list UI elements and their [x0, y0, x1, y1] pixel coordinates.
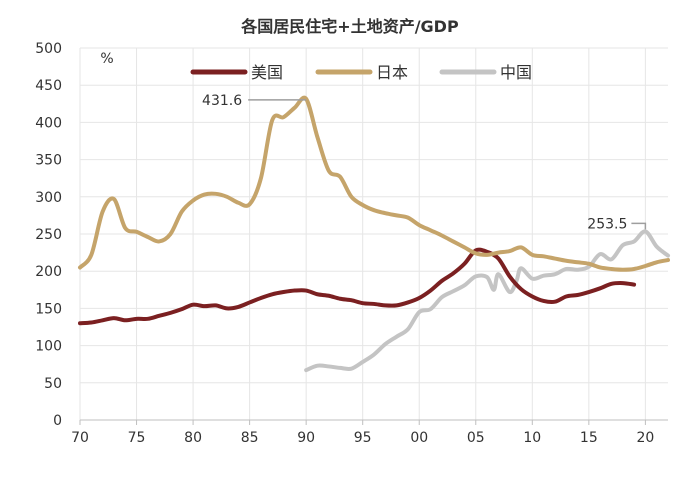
y-tick-label: 150 — [35, 301, 62, 317]
legend-label: 中国 — [500, 63, 532, 82]
x-tick-label: 00 — [410, 430, 428, 446]
series-line-1 — [78, 95, 670, 272]
x-tick-label: 80 — [184, 430, 202, 446]
series-lines — [78, 95, 670, 373]
legend-label: 日本 — [376, 63, 408, 82]
x-tick-label: 10 — [523, 430, 541, 446]
y-tick-label: 350 — [35, 153, 62, 169]
unit-label: % — [100, 51, 113, 67]
y-tick-label: 300 — [35, 190, 62, 206]
annotation-label: 431.6 — [202, 93, 242, 109]
legend-label: 美国 — [251, 63, 283, 82]
x-tick-label: 85 — [241, 430, 259, 446]
x-tick-label: 95 — [354, 430, 372, 446]
y-tick-label: 100 — [35, 339, 62, 355]
annotations: 431.6 253.5 — [202, 93, 647, 232]
grid-lines — [79, 47, 668, 420]
y-tick-label: 500 — [35, 41, 62, 57]
x-tick-label: 20 — [636, 430, 654, 446]
x-tick-label: 90 — [297, 430, 315, 446]
annotation-label: 253.5 — [587, 216, 627, 232]
y-tick-label: 0 — [53, 413, 62, 429]
y-tick-label: 250 — [35, 227, 62, 243]
y-tick-label: 450 — [35, 78, 62, 94]
chart-title: 各国居民住宅+土地资产/GDP — [240, 17, 459, 36]
y-tick-label: 50 — [44, 376, 62, 392]
x-tick-label: 75 — [128, 430, 146, 446]
y-tick-label: 200 — [35, 264, 62, 280]
x-tick-label: 05 — [467, 430, 485, 446]
y-tick-label: 400 — [35, 115, 62, 131]
x-tick-label: 70 — [71, 430, 89, 446]
annotation-leader — [631, 222, 647, 230]
series-line-0 — [78, 247, 637, 326]
legend: 美国 日本 中国 — [190, 63, 532, 82]
x-tick-label: 15 — [580, 430, 598, 446]
series-line-2 — [304, 229, 670, 373]
